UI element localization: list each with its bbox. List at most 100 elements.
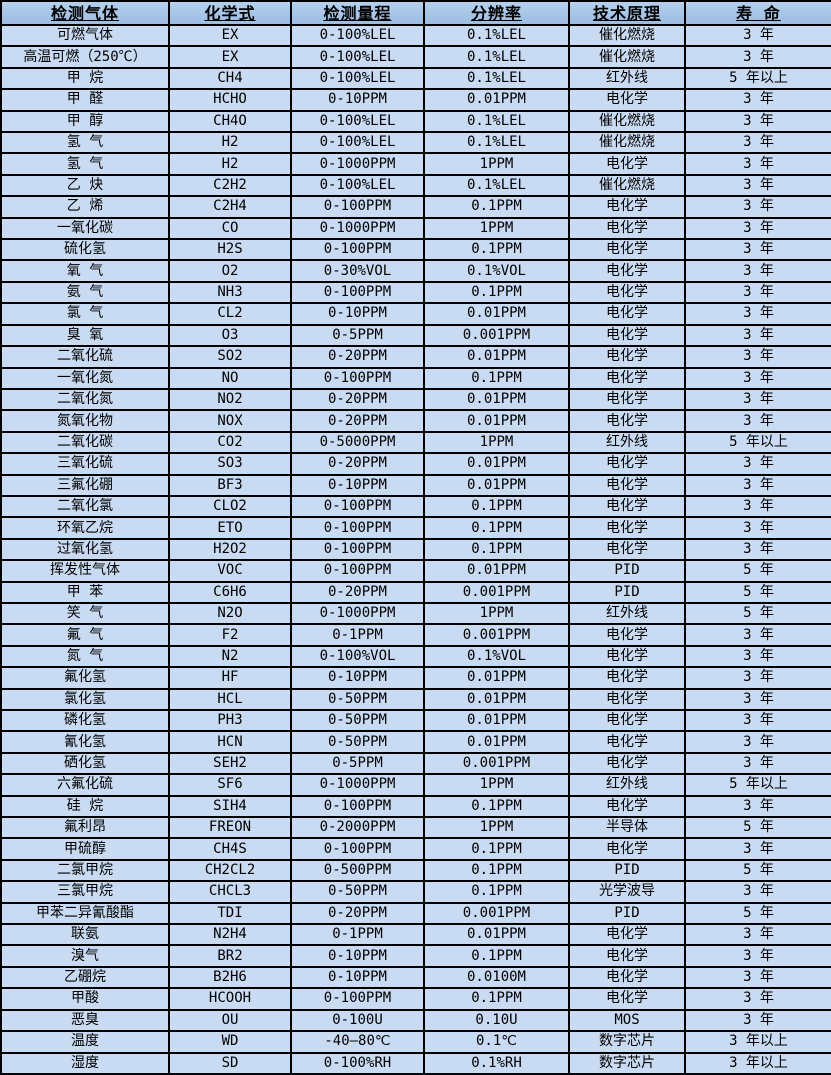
cell-gas: 二氧化硫 — [0, 345, 170, 369]
table-row: 氟利昂 FREON 0-2000PPM 1PPM 半导体 5 年 — [0, 816, 831, 840]
cell-gas: 硒化氢 — [0, 751, 170, 776]
cell-range: 0-100%LEL — [290, 23, 425, 48]
cell-range: 0-100%VOL — [290, 644, 425, 669]
cell-resolution: 0.1PPM — [423, 238, 570, 262]
cell-range: 0-100PPM — [290, 987, 425, 1011]
cell-gas: 二氧化氮 — [0, 387, 170, 412]
cell-principle: 电化学 — [568, 473, 686, 497]
cell-lifespan: 3 年 — [684, 987, 831, 1011]
cell-resolution: 0.1PPM — [423, 516, 570, 540]
cell-resolution: 0.01PPM — [423, 473, 570, 497]
cell-resolution: 0.1%LEL — [423, 23, 570, 48]
cell-resolution: 0.001PPM — [423, 901, 570, 926]
cell-resolution: 0.1PPM — [423, 987, 570, 1011]
cell-gas: 氧 气 — [0, 259, 170, 283]
cell-range: 0-500PPM — [290, 858, 425, 883]
cell-lifespan: 3 年 — [684, 45, 831, 69]
table-row: 硒化氢 SEH2 0-5PPM 0.001PPM 电化学 3 年 — [0, 751, 831, 776]
table-row: 联氨 N2H4 0-1PPM 0.01PPM 电化学 3 年 — [0, 923, 831, 947]
cell-formula: WD — [168, 1030, 292, 1054]
cell-formula: CL2 — [168, 302, 292, 326]
cell-formula: C6H6 — [168, 580, 292, 604]
table-row: 湿度 SD 0-100%RH 0.1%RH 数字芯片 3 年以上 — [0, 1051, 831, 1075]
cell-lifespan: 3 年 — [684, 216, 831, 241]
table-row: 二氧化碳 CO2 0-5000PPM 1PPM 红外线 5 年以上 — [0, 430, 831, 455]
cell-range: 0-20PPM — [290, 901, 425, 926]
cell-gas: 硅 烷 — [0, 794, 170, 819]
cell-range: 0-100PPM — [290, 494, 425, 519]
cell-resolution: 0.1PPM — [423, 880, 570, 904]
cell-formula: SF6 — [168, 773, 292, 797]
cell-resolution: 0.1℃ — [423, 1030, 570, 1054]
cell-lifespan: 3 年 — [684, 880, 831, 904]
cell-principle: 电化学 — [568, 280, 686, 305]
cell-gas: 甲 醛 — [0, 88, 170, 112]
cell-range: 0-20PPM — [290, 452, 425, 476]
cell-range: 0-100%LEL — [290, 131, 425, 155]
cell-principle: 电化学 — [568, 259, 686, 283]
cell-gas: 三氧化硫 — [0, 452, 170, 476]
cell-formula: HCN — [168, 730, 292, 754]
table-row: 高温可燃（250℃） EX 0-100%LEL 0.1%LEL 催化燃烧 3 年 — [0, 45, 831, 69]
cell-range: 0-10PPM — [290, 302, 425, 326]
cell-principle: 红外线 — [568, 601, 686, 626]
table-row: 环氧乙烷 ETO 0-100PPM 0.1PPM 电化学 3 年 — [0, 516, 831, 540]
cell-principle: 电化学 — [568, 794, 686, 819]
cell-principle: PID — [568, 901, 686, 926]
table-row: 二氧化氮 NO2 0-20PPM 0.01PPM 电化学 3 年 — [0, 387, 831, 412]
cell-lifespan: 3 年 — [684, 644, 831, 669]
cell-formula: SO2 — [168, 345, 292, 369]
table-row: 甲酸 HCOOH 0-100PPM 0.1PPM 电化学 3 年 — [0, 987, 831, 1011]
cell-lifespan: 3 年 — [684, 1008, 831, 1033]
cell-resolution: 0.001PPM — [423, 751, 570, 776]
cell-formula: OU — [168, 1008, 292, 1033]
cell-gas: 六氟化硫 — [0, 773, 170, 797]
cell-range: 0-1000PPM — [290, 601, 425, 626]
table-row: 氧 气 O2 0-30%VOL 0.1%VOL 电化学 3 年 — [0, 259, 831, 283]
table-row: 甲 苯 C6H6 0-20PPM 0.001PPM PID 5 年 — [0, 580, 831, 604]
table-row: 过氧化氢 H2O2 0-100PPM 0.1PPM 电化学 3 年 — [0, 537, 831, 562]
table-row: 二氧化氯 CLO2 0-100PPM 0.1PPM 电化学 3 年 — [0, 494, 831, 519]
cell-formula: N2H4 — [168, 923, 292, 947]
cell-formula: HCHO — [168, 88, 292, 112]
cell-formula: H2 — [168, 131, 292, 155]
cell-gas: 甲 醇 — [0, 109, 170, 134]
cell-formula: CH2CL2 — [168, 858, 292, 883]
cell-principle: 催化燃烧 — [568, 131, 686, 155]
cell-principle: 电化学 — [568, 644, 686, 669]
cell-gas: 氯 气 — [0, 302, 170, 326]
cell-gas: 氮 气 — [0, 644, 170, 669]
cell-range: 0-100PPM — [290, 837, 425, 861]
cell-resolution: 0.01PPM — [423, 302, 570, 326]
cell-lifespan: 3 年 — [684, 173, 831, 198]
cell-gas: 一氧化碳 — [0, 216, 170, 241]
cell-resolution: 0.1PPM — [423, 858, 570, 883]
cell-gas: 笑 气 — [0, 601, 170, 626]
cell-resolution: 0.0100M — [423, 965, 570, 990]
table-row: 氟化氢 HF 0-10PPM 0.01PPM 电化学 3 年 — [0, 666, 831, 690]
cell-range: 0-100PPM — [290, 238, 425, 262]
cell-gas: 甲 烷 — [0, 66, 170, 91]
cell-formula: EX — [168, 45, 292, 69]
cell-range: 0-100PPM — [290, 366, 425, 390]
cell-range: 0-1000PPM — [290, 152, 425, 176]
cell-range: 0-50PPM — [290, 880, 425, 904]
cell-range: 0-10PPM — [290, 944, 425, 968]
cell-resolution: 0.1PPM — [423, 195, 570, 219]
cell-formula: CO2 — [168, 430, 292, 455]
cell-range: 0-10PPM — [290, 965, 425, 990]
table-row: 甲 醛 HCHO 0-10PPM 0.01PPM 电化学 3 年 — [0, 88, 831, 112]
cell-resolution: 0.1PPM — [423, 944, 570, 968]
cell-lifespan: 3 年 — [684, 345, 831, 369]
cell-resolution: 0.1%LEL — [423, 109, 570, 134]
cell-formula: SO3 — [168, 452, 292, 476]
cell-gas: 乙硼烷 — [0, 965, 170, 990]
cell-principle: 红外线 — [568, 66, 686, 91]
cell-range: 0-1000PPM — [290, 773, 425, 797]
cell-principle: 电化学 — [568, 216, 686, 241]
cell-lifespan: 3 年 — [684, 152, 831, 176]
table-row: 氮氧化物 NOX 0-20PPM 0.01PPM 电化学 3 年 — [0, 409, 831, 433]
cell-range: 0-100%LEL — [290, 109, 425, 134]
table-row: 氮 气 N2 0-100%VOL 0.1%VOL 电化学 3 年 — [0, 644, 831, 669]
cell-principle: 电化学 — [568, 238, 686, 262]
